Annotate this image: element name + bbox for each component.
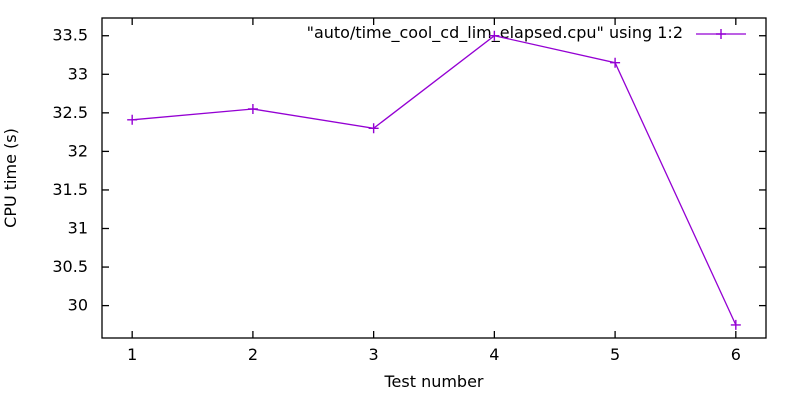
data-point-marker xyxy=(489,30,500,41)
data-line xyxy=(132,34,737,326)
y-tick-label: 30.5 xyxy=(52,257,88,276)
x-axis-title: Test number xyxy=(383,372,483,391)
y-tick-label: 32 xyxy=(68,141,88,160)
y-tick-label: 30 xyxy=(68,296,88,315)
y-tick-label: 31.5 xyxy=(52,180,88,199)
data-point-marker xyxy=(127,114,138,125)
y-tick-label: 32.5 xyxy=(52,103,88,122)
y-tick-label: 33 xyxy=(68,64,88,83)
y-tick-label: 31 xyxy=(68,219,88,238)
y-axis-title: CPU time (s) xyxy=(1,128,20,228)
plot-border xyxy=(101,17,767,339)
x-tick-label: 6 xyxy=(731,345,741,364)
x-tick-label: 3 xyxy=(369,345,379,364)
data-point-marker xyxy=(610,57,621,68)
data-point-marker xyxy=(730,319,741,330)
data-point-marker xyxy=(247,103,258,114)
x-tick-label: 2 xyxy=(248,345,258,364)
x-tick-label: 5 xyxy=(610,345,620,364)
data-point-marker xyxy=(368,123,379,134)
legend-plus-marker-icon xyxy=(716,29,726,39)
x-tick-label: 1 xyxy=(127,345,137,364)
x-tick-label: 4 xyxy=(489,345,499,364)
y-tick-label: 33.5 xyxy=(52,26,88,45)
